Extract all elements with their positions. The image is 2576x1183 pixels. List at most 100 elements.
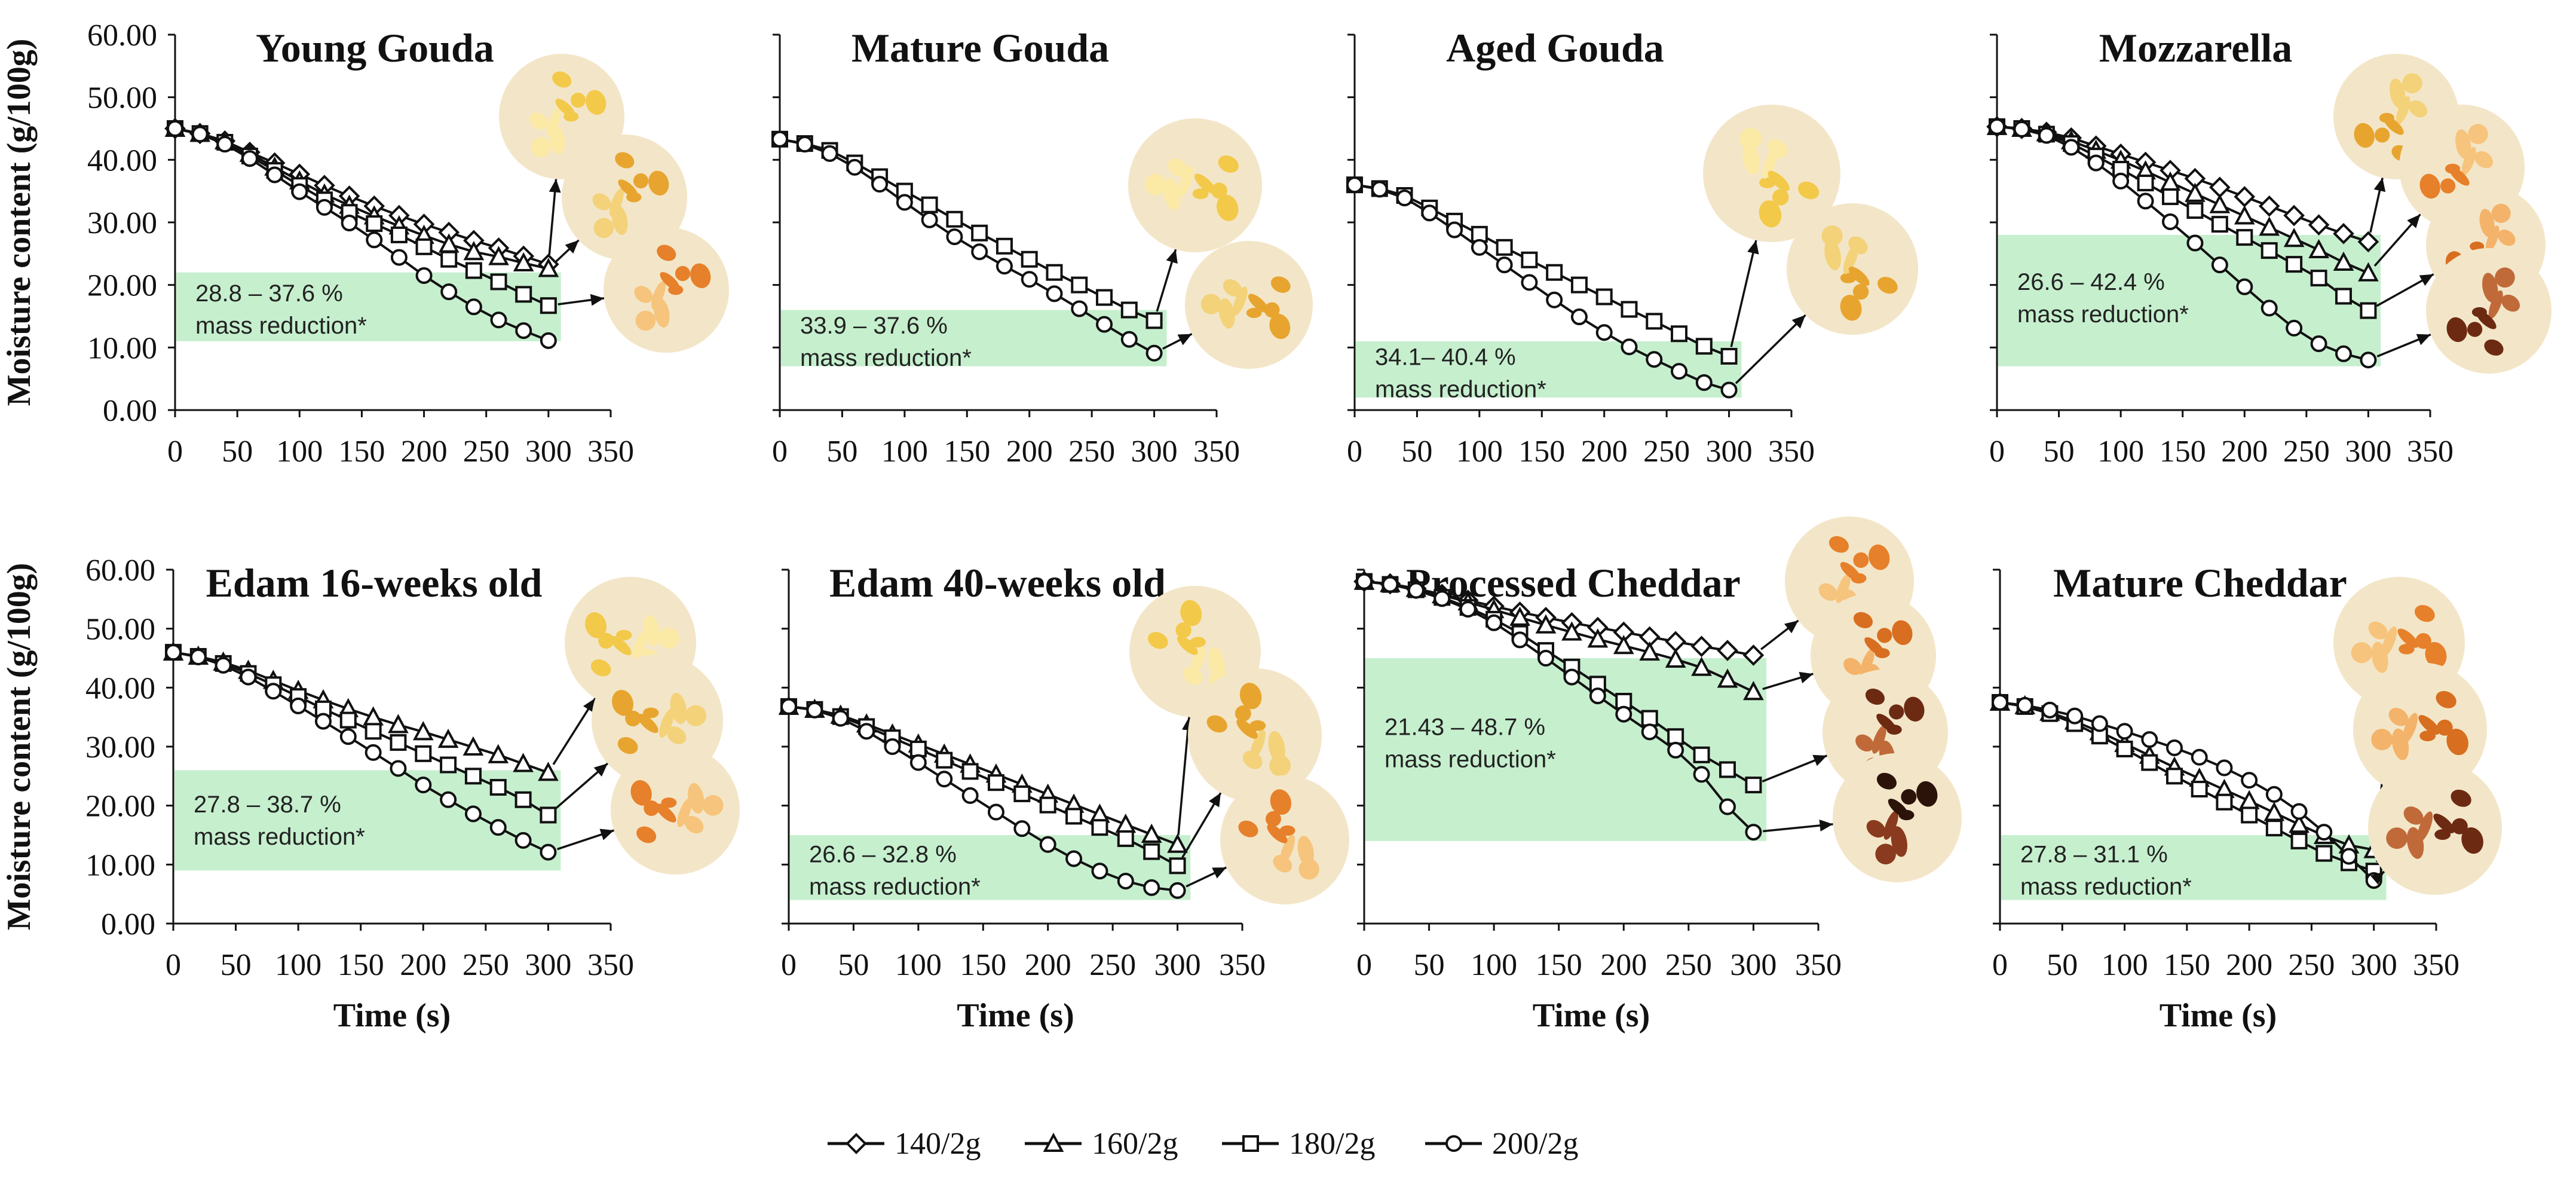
data-point bbox=[1717, 640, 1738, 662]
data-point bbox=[858, 723, 875, 740]
mass-reduction-range: 27.8 – 38.7 % bbox=[194, 791, 341, 818]
x-tick-label: 100 bbox=[1471, 948, 1517, 982]
data-point bbox=[365, 744, 382, 761]
x-tick-label: 150 bbox=[1518, 435, 1565, 469]
data-point bbox=[2236, 229, 2253, 246]
data-point bbox=[2335, 288, 2352, 305]
data-point bbox=[440, 791, 457, 808]
legend-item-140-2g: 140/2g bbox=[828, 1127, 981, 1161]
mass-reduction-range: 26.6 – 32.8 % bbox=[809, 842, 957, 868]
data-point bbox=[1120, 331, 1138, 348]
data-point bbox=[2191, 781, 2208, 798]
series-line bbox=[1996, 125, 2369, 312]
x-tick-label: 100 bbox=[275, 948, 321, 982]
arrow-head bbox=[2416, 334, 2431, 346]
x-tick-label: 350 bbox=[2413, 948, 2459, 982]
series-line bbox=[788, 705, 1178, 846]
data-point bbox=[488, 744, 509, 763]
data-point bbox=[462, 736, 484, 756]
data-point bbox=[961, 763, 979, 780]
data-point bbox=[1021, 250, 1038, 268]
data-point bbox=[2310, 335, 2327, 353]
data-point bbox=[1720, 381, 1738, 399]
series-200-2g bbox=[780, 698, 1186, 899]
x-tick-label: 300 bbox=[1706, 435, 1753, 469]
mass-reduction-label: mass reduction* bbox=[1385, 746, 1556, 772]
cheese-photo bbox=[1185, 241, 1313, 369]
y-tick-label: 60.00 bbox=[85, 554, 155, 588]
series-200-2g bbox=[1356, 573, 1762, 841]
series-line bbox=[779, 137, 1155, 322]
data-point bbox=[921, 211, 938, 228]
cheese-photo bbox=[1128, 118, 1262, 252]
legend-marker bbox=[1242, 1135, 1259, 1152]
data-point bbox=[1720, 347, 1738, 365]
y-tick-label: 0.00 bbox=[101, 907, 155, 941]
data-point bbox=[2286, 256, 2303, 273]
data-point bbox=[1570, 276, 1588, 294]
data-point bbox=[465, 298, 482, 316]
data-point bbox=[1743, 681, 1764, 701]
data-point bbox=[1570, 308, 1588, 326]
data-point bbox=[167, 120, 183, 137]
data-point bbox=[909, 754, 927, 771]
data-point bbox=[2166, 768, 2183, 785]
data-point bbox=[1046, 264, 1063, 281]
data-point bbox=[464, 805, 482, 823]
data-point bbox=[936, 751, 953, 769]
x-tick-label: 200 bbox=[1581, 435, 1628, 469]
data-point bbox=[2209, 194, 2231, 213]
x-tick-label: 250 bbox=[2288, 948, 2335, 982]
y-tick-label: 60.00 bbox=[87, 19, 157, 53]
data-point bbox=[2162, 213, 2179, 230]
panel-young-gouda: 28.8 – 37.6 % mass reduction* 0.00 10.00 20.… bbox=[1, 19, 729, 469]
data-point bbox=[1719, 798, 1736, 815]
data-point bbox=[465, 262, 482, 279]
x-tick-label: 0 bbox=[1347, 435, 1362, 469]
series-line bbox=[1364, 580, 1754, 693]
x-tick-label: 0 bbox=[167, 435, 183, 469]
x-tick-label: 150 bbox=[338, 435, 385, 469]
y-tick-label: 30.00 bbox=[87, 206, 157, 240]
data-point bbox=[1992, 694, 2008, 711]
data-point bbox=[2259, 216, 2280, 236]
data-point bbox=[339, 728, 357, 745]
x-tick-label: 100 bbox=[276, 435, 323, 469]
arrow-head bbox=[1784, 620, 1799, 634]
data-point bbox=[1421, 204, 1438, 222]
panel-title: Aged Gouda bbox=[1446, 25, 1664, 71]
x-tick-label: 250 bbox=[1068, 435, 1115, 469]
data-point bbox=[464, 768, 482, 785]
data-point bbox=[215, 656, 232, 674]
data-point bbox=[440, 250, 458, 268]
data-point bbox=[1693, 766, 1710, 783]
cheese-photo bbox=[1188, 668, 1322, 802]
legend-item-200-2g: 200/2g bbox=[1425, 1127, 1578, 1161]
data-point bbox=[1485, 614, 1503, 631]
data-point bbox=[1496, 239, 1513, 256]
y-tick-label: 10.00 bbox=[87, 331, 157, 365]
data-point bbox=[946, 210, 963, 228]
data-point bbox=[1446, 221, 1463, 239]
x-tick-label: 50 bbox=[826, 435, 857, 469]
data-point bbox=[1671, 325, 1688, 343]
data-point bbox=[2137, 192, 2154, 210]
data-point bbox=[241, 150, 258, 167]
data-point bbox=[1989, 118, 2005, 135]
series-line bbox=[1996, 125, 2369, 243]
legend-label: 200/2g bbox=[1492, 1127, 1578, 1161]
y-tick-label: 20.00 bbox=[87, 269, 157, 303]
data-point bbox=[1587, 628, 1609, 648]
x-tick-label: 250 bbox=[2283, 435, 2330, 469]
data-point bbox=[1091, 863, 1108, 880]
x-tick-label: 50 bbox=[1414, 948, 1445, 982]
x-tick-label: 100 bbox=[1456, 435, 1503, 469]
data-point bbox=[1071, 276, 1088, 294]
data-point bbox=[1346, 176, 1363, 194]
data-point bbox=[2091, 715, 2108, 732]
panel-edam-40-weeks-old: 26.6 – 32.8 % mass reduction* 0 50 100 150 200… bbox=[778, 560, 1349, 1034]
data-point bbox=[1117, 872, 1134, 889]
data-point bbox=[488, 246, 509, 265]
data-point bbox=[1595, 288, 1613, 305]
arrow-head bbox=[1177, 334, 1192, 346]
